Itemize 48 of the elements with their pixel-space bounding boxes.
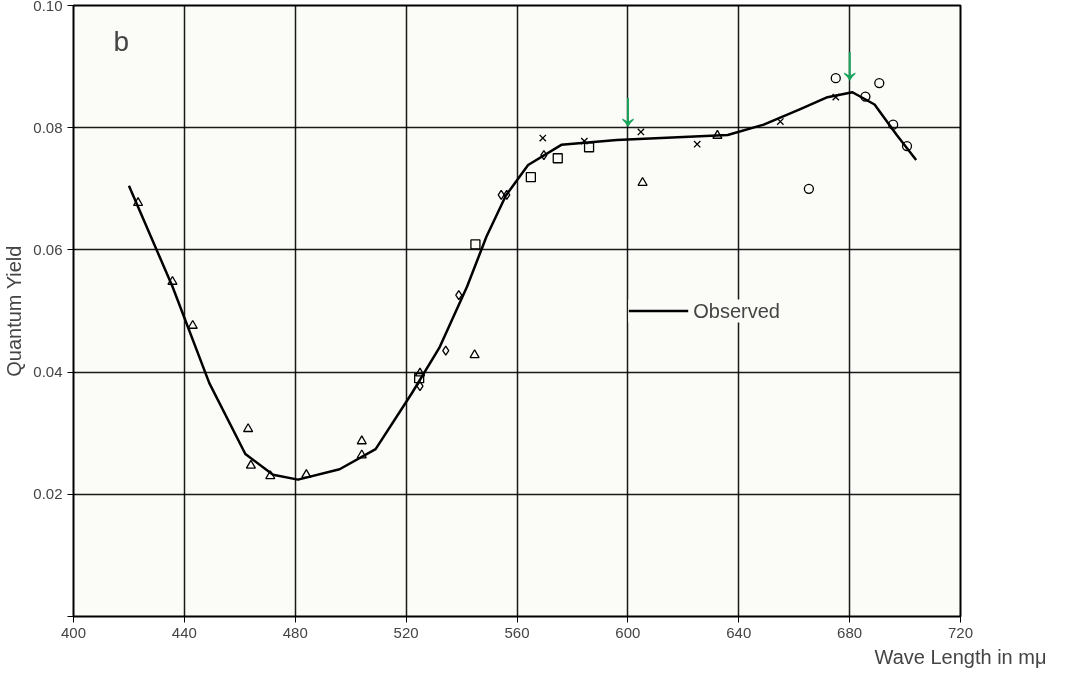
y-tick-label: 0.04 (33, 363, 63, 381)
point (538, 134, 547, 142)
point (167, 275, 178, 285)
x-tick-label: 680 (837, 623, 863, 641)
point (356, 435, 367, 445)
x-tick-label: 440 (171, 623, 197, 641)
x-tick-label: 720 (947, 623, 974, 641)
point (356, 449, 367, 459)
y-tick-label: 0.06 (33, 240, 63, 258)
y-tick-label: 0.08 (33, 118, 63, 136)
point (416, 381, 424, 392)
point (265, 470, 276, 480)
x-tick-label: 560 (504, 623, 530, 641)
point (414, 373, 425, 384)
point (580, 137, 589, 145)
y-axis-title: Quantum Yield (3, 245, 26, 377)
point (637, 176, 648, 186)
point (901, 140, 913, 152)
point (803, 183, 815, 194)
x-tick-label: 400 (60, 623, 87, 641)
x-axis-title: Wave Length in mμ (874, 645, 1047, 668)
point (442, 345, 450, 356)
point (132, 197, 144, 207)
point (242, 423, 254, 433)
point (301, 468, 312, 478)
point (540, 150, 548, 161)
legend-label: Observed (693, 299, 780, 322)
point (469, 349, 480, 359)
point (525, 172, 537, 183)
point (830, 73, 841, 84)
point (414, 367, 426, 377)
point (860, 91, 871, 102)
point (831, 93, 840, 101)
annotation: b (113, 25, 130, 57)
point (245, 459, 257, 469)
y-tick-label: 0.10 (33, 0, 63, 14)
x-tick-label: 640 (726, 623, 752, 641)
point (776, 117, 785, 126)
point (552, 153, 563, 164)
x-tick-label: 480 (282, 623, 308, 641)
x-tick-label: 600 (615, 623, 641, 641)
point (470, 239, 481, 250)
point (583, 142, 595, 153)
y-tick-label: 0.02 (33, 485, 63, 503)
point (887, 119, 899, 130)
point (712, 129, 723, 139)
point (874, 77, 885, 89)
x-tick-label: 520 (393, 623, 419, 641)
